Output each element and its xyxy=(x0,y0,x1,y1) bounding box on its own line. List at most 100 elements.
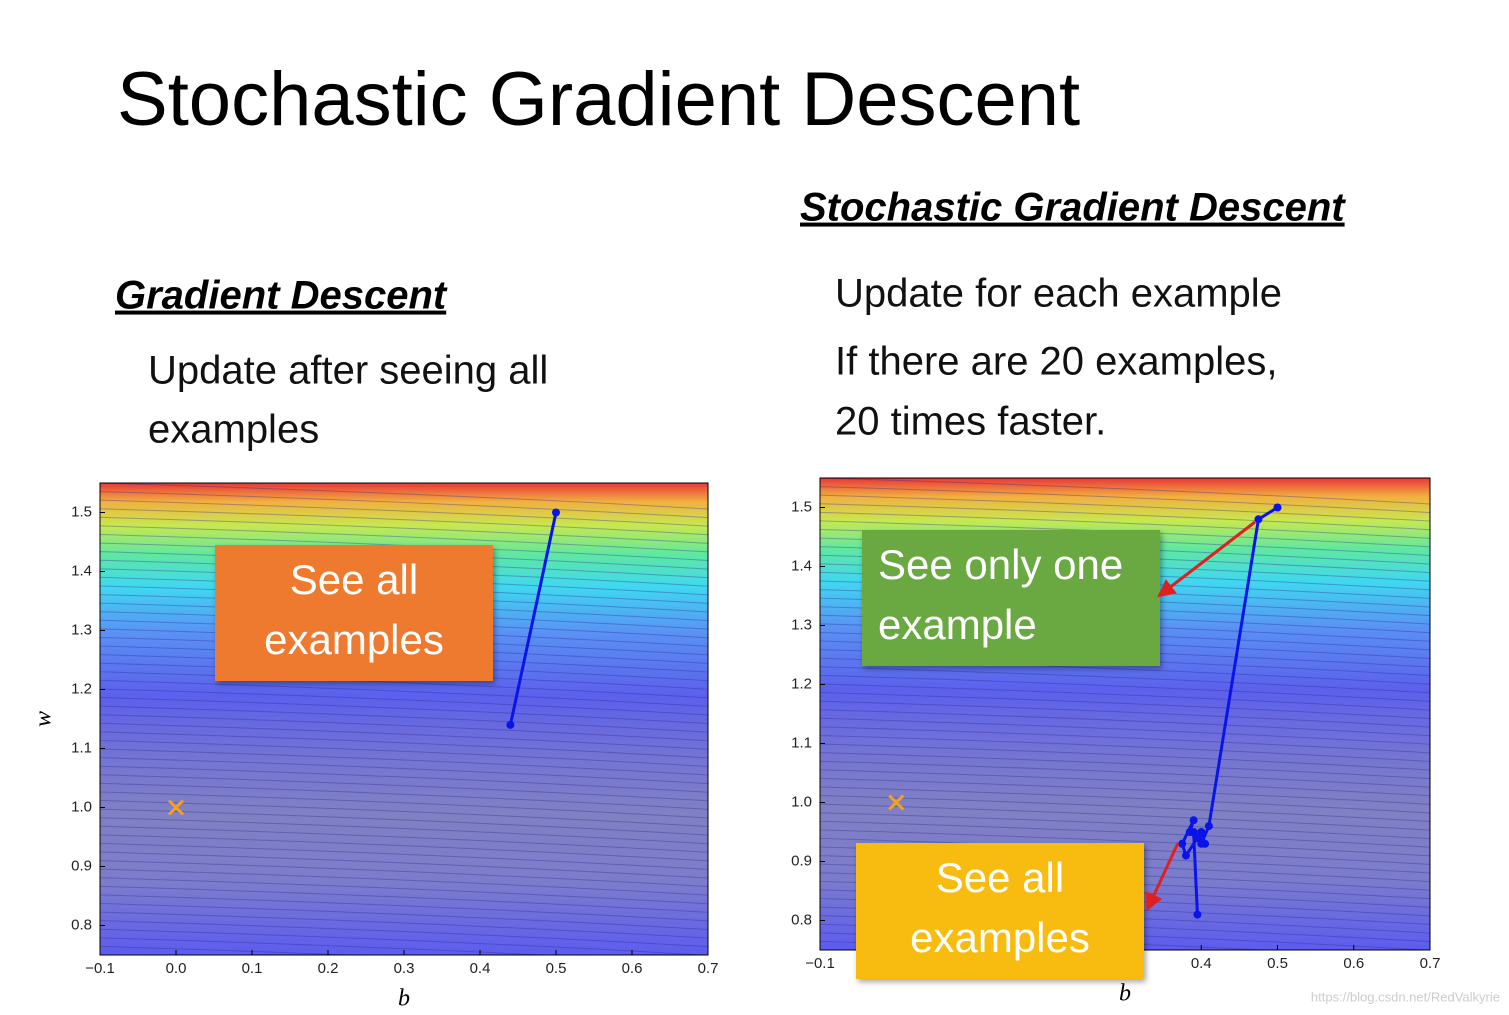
contour-line xyxy=(100,920,708,948)
annotation-box xyxy=(862,530,1160,666)
slide-title: Stochastic Gradient Descent xyxy=(117,57,1080,142)
contour-line xyxy=(100,877,708,905)
x-tick-label: 0.4 xyxy=(470,960,491,977)
y-tick-label: 1.1 xyxy=(791,734,812,751)
contour-line xyxy=(100,671,708,699)
annotation-text: example xyxy=(878,601,1037,648)
annotation-text: See all xyxy=(936,854,1064,901)
contour-line xyxy=(100,774,708,802)
contour-line xyxy=(820,717,1430,745)
x-tick-label: 0.5 xyxy=(546,960,567,977)
arrow xyxy=(1157,520,1256,598)
y-tick-label: 0.9 xyxy=(71,857,92,874)
minimum-marker xyxy=(167,799,185,816)
contour-line xyxy=(100,860,708,888)
contour-line xyxy=(100,748,708,776)
contour-line xyxy=(100,791,708,819)
x-tick-label: 0.0 xyxy=(166,960,187,977)
contour-line xyxy=(820,709,1430,737)
y-tick-label: 0.8 xyxy=(71,916,92,933)
y-tick-label: 0.8 xyxy=(791,911,812,928)
contour-line xyxy=(100,525,708,553)
y-tick-label: 1.0 xyxy=(71,798,92,815)
contour-line xyxy=(100,757,708,785)
contour-line xyxy=(100,903,708,931)
contour-line xyxy=(100,800,708,828)
contour-line xyxy=(820,478,1430,505)
y-tick-label: 1.1 xyxy=(71,739,92,756)
contour-line xyxy=(820,674,1430,702)
x-tick-label: 0.5 xyxy=(1267,955,1288,972)
contour-line xyxy=(820,795,1430,823)
descent-point xyxy=(1178,839,1187,848)
descent-point xyxy=(552,508,560,517)
annotation-box xyxy=(215,545,493,681)
x-tick-label: 0.7 xyxy=(1420,955,1441,972)
contour-line xyxy=(100,911,708,939)
contour-line xyxy=(100,894,708,922)
contour-line xyxy=(100,499,708,527)
x-tick-label: 0.7 xyxy=(698,960,719,977)
contour-line xyxy=(100,782,708,810)
contour-line xyxy=(820,743,1430,771)
contour-line xyxy=(820,812,1430,840)
contour-line xyxy=(820,494,1430,522)
contour-line xyxy=(100,885,708,913)
descent-point xyxy=(1182,851,1190,860)
contour-line xyxy=(820,786,1430,814)
contour-line xyxy=(100,808,708,836)
y-tick-label: 1.5 xyxy=(791,498,812,515)
x-axis-label: b xyxy=(398,986,410,1012)
contour-line xyxy=(100,851,708,879)
contour-line xyxy=(820,692,1430,720)
left-text: Update after seeing all xyxy=(148,349,548,393)
contour-line xyxy=(100,842,708,870)
contour-line xyxy=(820,769,1430,797)
x-tick-label: 0.1 xyxy=(242,960,263,977)
x-tick-label: 0.3 xyxy=(394,960,415,977)
contour-line xyxy=(100,705,708,733)
descent-point xyxy=(1204,822,1213,831)
y-tick-label: 1.5 xyxy=(71,503,92,520)
watermark: https://blog.csdn.net/RedValkyrie xyxy=(1311,989,1500,1004)
contour-line xyxy=(820,734,1430,762)
contour-line xyxy=(820,803,1430,831)
y-tick-label: 1.2 xyxy=(791,675,812,692)
contour-line xyxy=(820,700,1430,728)
annotation-text: examples xyxy=(264,616,444,663)
x-tick-label: 0.6 xyxy=(1343,955,1364,972)
descent-point xyxy=(1193,833,1202,842)
contour-line xyxy=(100,739,708,767)
annotation-text: examples xyxy=(910,914,1090,961)
arrow xyxy=(1145,842,1180,912)
contour-line xyxy=(820,503,1430,531)
contour-line xyxy=(820,726,1430,754)
contour-line xyxy=(100,697,708,725)
contour-line xyxy=(100,714,708,742)
x-tick-label: 0.6 xyxy=(622,960,643,977)
right-text: 20 times faster. xyxy=(835,400,1106,444)
right-heading: Stochastic Gradient Descent xyxy=(800,186,1346,230)
contour-line xyxy=(100,928,708,955)
contour-line xyxy=(100,483,708,510)
descent-point xyxy=(1189,828,1198,836)
contour-line xyxy=(100,491,708,519)
y-tick-label: 1.2 xyxy=(71,680,92,697)
minimum-marker xyxy=(888,794,905,811)
descent-point xyxy=(506,720,515,729)
contour-line xyxy=(100,679,708,707)
annotation-text: See only one xyxy=(878,541,1123,588)
descent-point xyxy=(1273,503,1282,512)
y-tick-label: 1.4 xyxy=(71,562,92,579)
contour-line xyxy=(100,825,708,853)
contour-line xyxy=(820,820,1430,848)
y-axis-label: w xyxy=(31,711,57,727)
descent-path xyxy=(508,512,558,726)
contour-line xyxy=(820,829,1430,857)
y-tick-label: 1.4 xyxy=(791,557,812,574)
contour-line xyxy=(820,666,1430,694)
contour-line xyxy=(100,688,708,716)
y-tick-label: 1.3 xyxy=(791,616,812,633)
right-text: Update for each example xyxy=(835,272,1282,316)
